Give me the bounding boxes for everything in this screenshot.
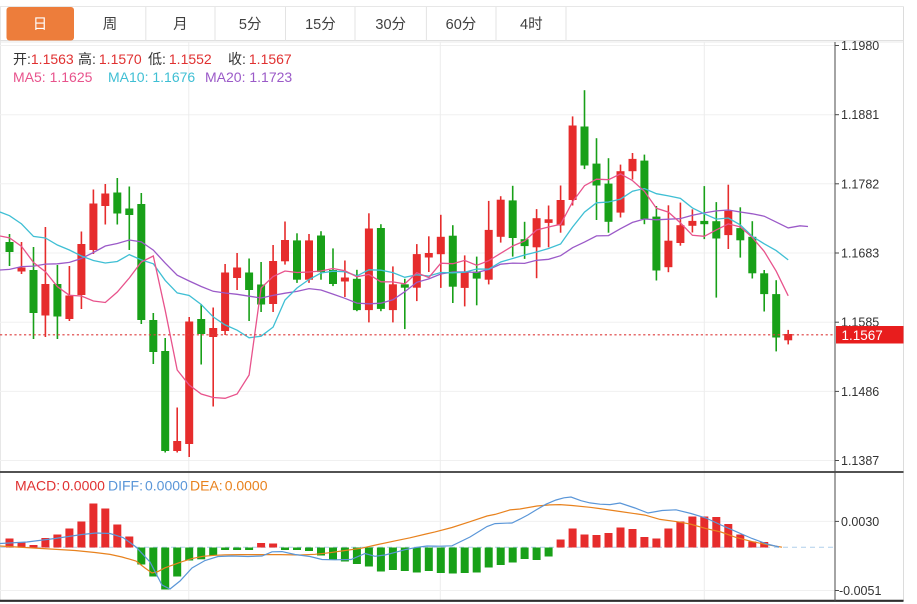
svg-text:4时: 4时 xyxy=(520,16,543,33)
svg-text:周: 周 xyxy=(103,17,118,33)
svg-text:1.1881: 1.1881 xyxy=(841,108,879,122)
svg-text:5分: 5分 xyxy=(239,16,262,33)
svg-text:1.1683: 1.1683 xyxy=(841,247,879,261)
svg-text:60分: 60分 xyxy=(446,16,477,33)
svg-text:日: 日 xyxy=(33,17,48,33)
svg-text:1.1782: 1.1782 xyxy=(841,177,879,191)
svg-text:1.1980: 1.1980 xyxy=(841,39,879,53)
svg-text:1.1387: 1.1387 xyxy=(841,454,879,468)
svg-text:0.0030: 0.0030 xyxy=(841,515,879,529)
svg-text:30分: 30分 xyxy=(375,16,406,33)
svg-text:-0.0051: -0.0051 xyxy=(839,584,881,598)
svg-text:15分: 15分 xyxy=(305,16,336,33)
svg-text:月: 月 xyxy=(173,17,188,33)
svg-text:1.1486: 1.1486 xyxy=(841,385,879,399)
svg-text:1.1567: 1.1567 xyxy=(842,328,883,343)
